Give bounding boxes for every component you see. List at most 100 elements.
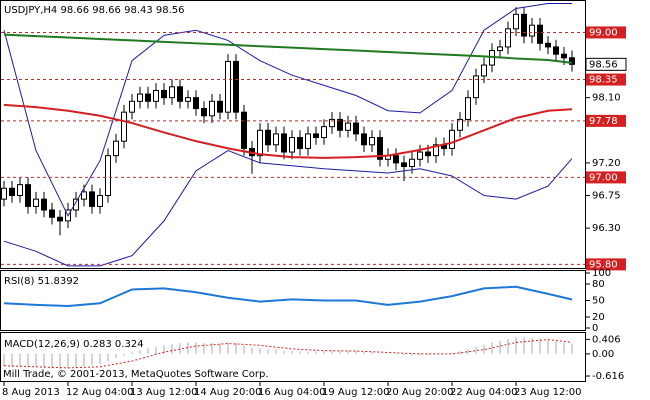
candle-body xyxy=(345,122,351,131)
candle-body xyxy=(137,93,143,102)
panel-title: RSI(8) 51.8392 xyxy=(4,276,79,287)
candle-body xyxy=(289,137,295,153)
candle-body xyxy=(89,191,95,207)
candle-body xyxy=(521,13,527,37)
candle-body xyxy=(265,129,271,146)
candle-body xyxy=(177,86,183,102)
candle-body xyxy=(321,126,327,139)
candle-body xyxy=(225,60,231,113)
level-box xyxy=(586,114,626,127)
candle-body xyxy=(393,155,399,164)
candle-body xyxy=(337,118,343,131)
y-tick-label: 0.00 xyxy=(592,349,614,360)
level-label: 99.00 xyxy=(589,27,618,38)
candle-body xyxy=(417,151,423,160)
level-box xyxy=(586,258,626,271)
candle-body xyxy=(145,93,151,102)
candle-body xyxy=(33,198,39,207)
y-tick-label: 50 xyxy=(592,296,605,307)
copyright: Mill Trade, © 2001-2013, MetaQuotes Soft… xyxy=(3,369,269,380)
candle-body xyxy=(457,118,463,131)
y-tick-label: 97.20 xyxy=(592,158,621,169)
y-tick-label: 96.75 xyxy=(592,191,621,202)
indicator-line xyxy=(3,33,573,64)
x-tick-label: 16 Aug 04:00 xyxy=(258,387,325,398)
candle-body xyxy=(353,122,359,135)
candle-body xyxy=(73,198,79,211)
price-box xyxy=(585,57,627,71)
candle-body xyxy=(473,75,479,99)
x-tick-label: 13 Aug 12:00 xyxy=(130,387,197,398)
candle-body xyxy=(169,86,175,99)
candle-body xyxy=(409,158,415,168)
candle-body xyxy=(505,28,511,48)
candle-body xyxy=(241,111,247,149)
candle-body xyxy=(537,24,543,44)
candle-body xyxy=(361,133,367,146)
candle-body xyxy=(257,129,263,157)
macd-panel xyxy=(0,332,586,382)
x-tick-label: 23 Aug 12:00 xyxy=(514,387,581,398)
candle-body xyxy=(57,216,63,222)
candle-body xyxy=(9,187,15,197)
candle-body xyxy=(449,129,455,149)
candle-body xyxy=(561,53,567,59)
candle-body xyxy=(369,137,375,146)
candle-body xyxy=(465,97,471,120)
indicator-line xyxy=(3,2,572,217)
level-box xyxy=(586,73,626,86)
candle-body xyxy=(41,198,47,211)
level-box xyxy=(586,26,626,39)
candle-body xyxy=(433,144,439,157)
candle-body xyxy=(25,184,31,207)
x-tick-label: 20 Aug 20:00 xyxy=(386,387,453,398)
candle-body xyxy=(97,195,103,207)
candle-body xyxy=(569,57,575,65)
candle-body xyxy=(209,100,215,117)
candle-body xyxy=(153,89,159,102)
candle-body xyxy=(425,151,431,157)
level-label: 97.78 xyxy=(589,116,618,127)
candle-body xyxy=(233,60,239,113)
candle-body xyxy=(49,209,55,218)
candle-body xyxy=(129,100,135,113)
plot-layer: USDJPY,H4 98.66 98.66 98.43 98.56 98.10 97… xyxy=(1,2,627,398)
candle-body xyxy=(329,118,335,128)
candle-body xyxy=(17,184,23,197)
candle-body xyxy=(81,191,87,200)
candle-body xyxy=(281,133,287,153)
candle-body xyxy=(545,42,551,48)
candle-body xyxy=(185,97,191,102)
y-tick-label: -0.616 xyxy=(592,371,624,382)
candle-body xyxy=(105,155,111,197)
x-tick-label: 22 Aug 04:00 xyxy=(450,387,517,398)
main-panel xyxy=(0,0,586,269)
candle-body xyxy=(217,100,223,113)
level-label: 97.00 xyxy=(589,172,618,183)
panel-title: MACD(12,26,9) 0.283 0.324 xyxy=(4,339,144,350)
rsi-panel xyxy=(0,270,586,331)
candle-body xyxy=(481,64,487,77)
x-tick-label: 14 Aug 20:00 xyxy=(194,387,261,398)
candle-body xyxy=(529,24,535,37)
level-label: 95.80 xyxy=(589,259,618,270)
panel-title: USDJPY,H4 98.66 98.66 98.43 98.56 xyxy=(4,5,185,16)
y-tick-label: 96.30 xyxy=(592,223,621,234)
candle-body xyxy=(201,108,207,117)
candle-body xyxy=(297,137,303,149)
rsi-line xyxy=(3,285,573,308)
candle-body xyxy=(1,187,7,200)
candle-body xyxy=(161,89,167,99)
y-tick-label: 20 xyxy=(592,312,605,323)
signal-line xyxy=(3,339,573,369)
y-tick-label: 0.406 xyxy=(592,334,621,345)
x-tick-label: 12 Aug 04:00 xyxy=(66,387,133,398)
candle-body xyxy=(193,97,199,110)
candle-body xyxy=(497,46,503,52)
candle-body xyxy=(377,137,383,160)
y-tick-label: 100 xyxy=(592,268,611,279)
price-label: 98.56 xyxy=(589,59,618,70)
candle-body xyxy=(313,133,319,139)
candle-body xyxy=(113,140,119,157)
candle-body xyxy=(553,46,559,55)
